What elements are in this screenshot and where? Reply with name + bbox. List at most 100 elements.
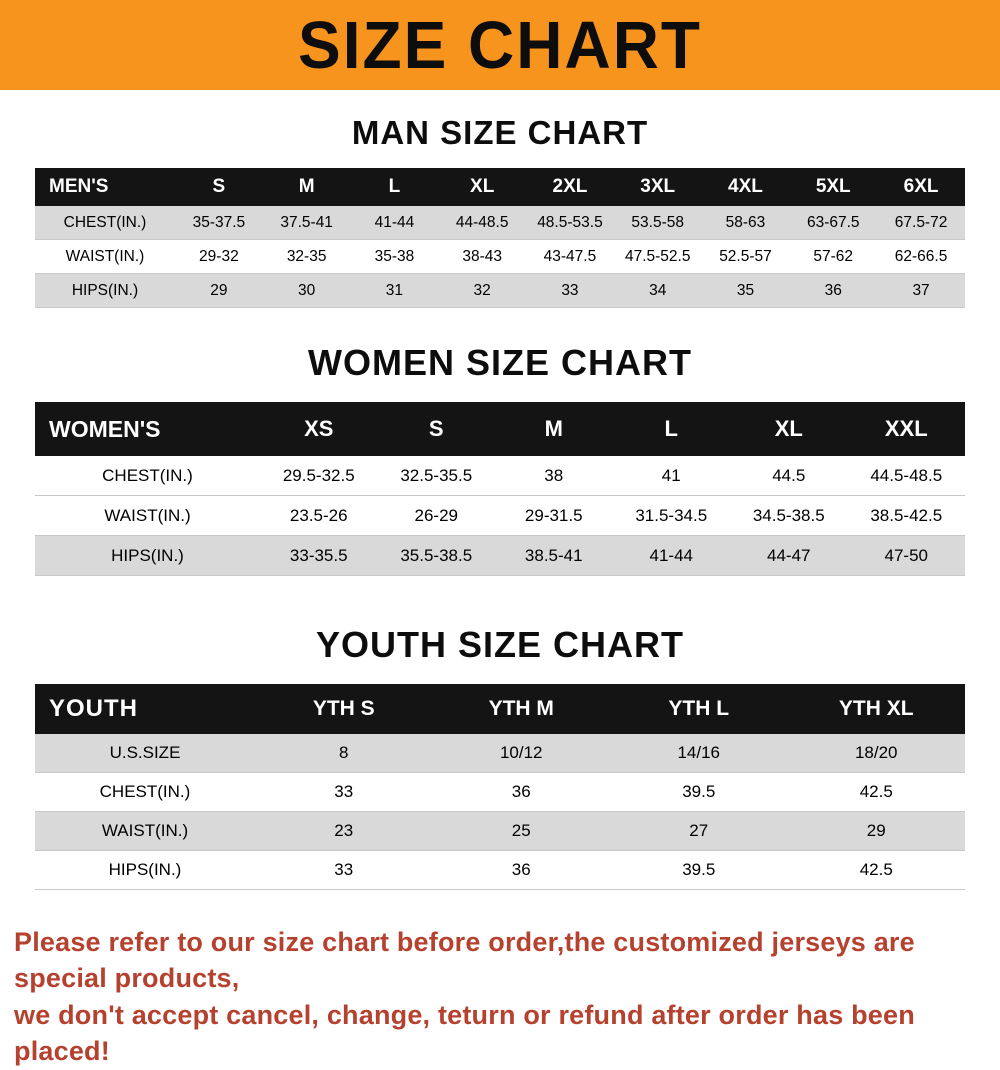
size-chart-banner: SIZE CHART [0,0,1000,90]
table-cell: 35 [736,281,755,299]
table-cell: 42.5 [859,860,893,879]
table-cell: 33-35.5 [289,545,348,565]
youth-section-title: YOUTH SIZE CHART [315,624,684,665]
order-policy-note: Please refer to our size chart before or… [14,924,988,1070]
column-header: 4XL [728,176,763,197]
row-label: CHEST(IN.) [99,782,191,801]
table-cell: 23 [334,821,354,840]
row-label: HIPS(IN.) [71,281,139,299]
column-header: 6XL [903,176,939,197]
table-cell: 38.5-42.5 [870,505,943,525]
column-header: 3XL [640,176,676,197]
table-cell: 30 [298,281,316,299]
table-cell: 31.5-34.5 [635,505,708,525]
row-label: HIPS(IN.) [111,545,184,565]
table-cell: 29-31.5 [524,505,583,525]
table-cell: 35.5-38.5 [400,545,473,565]
table-header-row: WOMEN'S XS S M L XL XXL [35,402,965,456]
column-header: YTH L [668,697,730,720]
column-header: XL [774,416,803,441]
table-cell: 37.5-41 [280,213,333,231]
table-cell: 36 [511,860,531,879]
table-header-row: YOUTH YTH S YTH M YTH L YTH XL [35,684,965,734]
table-cell: 52.5-57 [719,247,772,265]
column-header: L [664,416,678,441]
table-cell: 25 [511,821,531,840]
table-cell: 41 [661,465,681,485]
column-header: XXL [884,416,928,441]
man-section-title: MAN SIZE CHART [351,114,649,151]
table-cell: 36 [511,782,531,801]
table-row: WAIST(IN.) 23 25 27 29 [35,811,965,851]
column-header: XS [304,416,334,441]
table-cell: 53.5-58 [631,213,684,231]
table-cell: 8 [339,743,349,762]
women-section-title: WOMEN SIZE CHART [308,342,692,383]
table-cell: 35-38 [374,247,415,265]
column-header: M [298,176,315,197]
table-title-cell: MEN'S [49,176,109,197]
table-cell: 38.5-41 [524,545,583,565]
table-cell: 33 [561,281,579,299]
table-cell: 27 [689,821,709,840]
row-label: CHEST(IN.) [102,465,193,485]
column-header: XL [470,176,495,197]
row-label: WAIST(IN.) [104,505,191,525]
column-header: YTH M [488,697,554,720]
table-cell: 29 [210,281,228,299]
column-header: YTH XL [838,697,914,720]
table-title-cell: YOUTH [49,695,138,722]
table-cell: 47-50 [884,545,928,565]
table-cell: 47.5-52.5 [624,247,691,265]
table-cell: 37 [912,281,930,299]
table-cell: 44-48.5 [455,213,509,231]
table-cell: 29 [866,821,886,840]
table-title-cell: WOMEN'S [49,415,161,442]
table-cell: 34.5-38.5 [752,505,825,525]
table-cell: 38-43 [462,247,502,265]
womens-size-table: WOMEN'S XS S M L XL XXL CHEST(IN.) 29.5-32.5 32.5… [35,402,965,576]
column-header: S [212,176,226,197]
table-header-row: MEN'S S M L XL 2XL 3XL 4XL 5XL 6XL [35,168,965,206]
row-label: WAIST(IN.) [65,247,145,265]
table-cell: 29-32 [199,247,239,265]
table-cell: 32.5-35.5 [400,465,473,485]
table-cell: 10/12 [499,743,543,762]
table-cell: 32-35 [286,247,327,265]
row-label: WAIST(IN.) [101,821,189,840]
table-cell: 62-66.5 [894,247,948,265]
table-cell: 41-44 [649,545,693,565]
table-cell: 36 [824,281,842,299]
table-cell: 44.5-48.5 [870,465,943,485]
table-cell: 43-47.5 [543,247,597,265]
table-cell: 57-62 [813,247,854,265]
table-cell: 29.5-32.5 [282,465,355,485]
table-row: WAIST(IN.) 23.5-26 26-29 29-31.5 31.5-34.5 34… [35,496,965,536]
table-cell: 35-37.5 [192,213,246,231]
table-cell: 48.5-53.5 [537,213,603,231]
table-cell: 42.5 [859,782,893,801]
table-cell: 39.5 [682,860,716,879]
row-label: U.S.SIZE [109,743,181,762]
table-cell: 39.5 [682,782,716,801]
column-header: S [428,416,444,441]
table-cell: 41-44 [374,213,415,231]
table-row: CHEST(IN.) 35-37.5 37.5-41 41-44 44-48.5 48.5… [35,206,965,240]
mens-size-table: MEN'S S M L XL 2XL 3XL 4XL 5XL 6XL CHEST(IN.) 35-37… [35,168,965,308]
table-row: WAIST(IN.) 29-32 32-35 35-38 38-43 43-47.5 47.… [35,240,965,274]
column-header: YTH S [312,697,375,720]
column-header: 5XL [815,176,851,197]
table-cell: 67.5-72 [894,213,948,231]
table-cell: 44-47 [767,545,811,565]
table-cell: 58-63 [725,213,766,231]
table-cell: 14/16 [677,743,721,762]
table-row: HIPS(IN.) 33-35.5 35.5-38.5 38.5-41 41-44 44-… [35,535,965,576]
table-cell: 34 [649,281,667,299]
table-cell: 38 [544,465,564,485]
women-size-chart-section: WOMEN SIZE CHART WOMEN'S XS S M L XL XXL CHEST(… [0,342,1000,576]
table-cell: 23.5-26 [289,505,348,525]
row-label: CHEST(IN.) [63,213,147,231]
order-policy-line-1: Please refer to our size chart before or… [14,927,915,994]
order-policy-line-2: we don't accept cancel, change, teturn o… [14,999,915,1067]
table-cell: 44.5 [772,465,806,485]
